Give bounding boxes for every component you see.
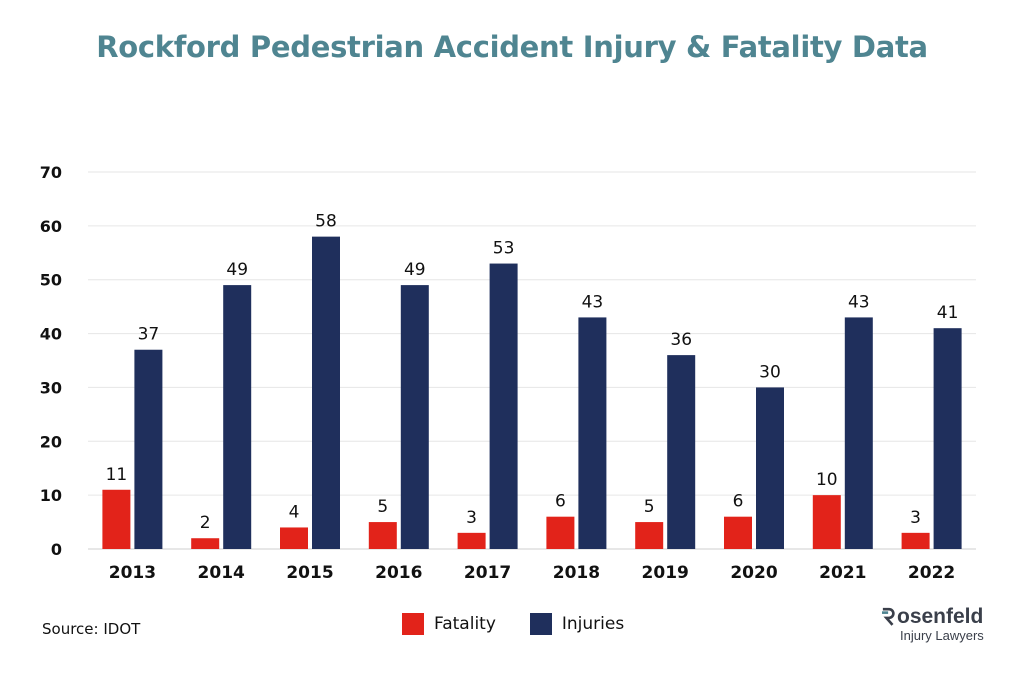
legend-label-fatality: Fatality <box>434 614 496 634</box>
data-label-fatality-2018: 6 <box>555 492 566 512</box>
x-tick-label: 2015 <box>286 563 333 583</box>
data-label-injuries-2016: 49 <box>404 260 426 280</box>
data-label-injuries-2021: 43 <box>848 292 870 312</box>
bar-injuries-2017 <box>489 263 518 549</box>
bar-fatality-2019 <box>635 522 664 549</box>
x-tick-label: 2021 <box>819 563 866 583</box>
bar-fatality-2018 <box>546 516 575 549</box>
data-label-injuries-2018: 43 <box>582 292 604 312</box>
bar-fatality-2022 <box>901 532 930 549</box>
legend-label-injuries: Injuries <box>561 614 625 634</box>
bar-fatality-2017 <box>457 532 486 549</box>
y-tick-label: 20 <box>40 432 62 451</box>
brand-r-mark-icon <box>882 607 895 626</box>
x-axis-ticks: 2013 2014 2015 2016 2017 2018 2019 2020 2021 2022 <box>109 563 956 583</box>
bar-injuries-2022 <box>933 328 962 549</box>
bar-fatality-2013 <box>102 489 131 549</box>
data-label-injuries-2017: 53 <box>493 239 515 259</box>
bar-injuries-2013 <box>134 349 163 549</box>
y-tick-label: 30 <box>40 378 62 397</box>
brand-logo: osenfeld Injury Lawyers <box>882 606 1002 643</box>
y-axis-ticks: 0 10 20 30 40 50 60 70 <box>40 163 62 559</box>
data-label-injuries-2013: 37 <box>138 325 160 345</box>
legend-item-injuries: Injuries <box>529 613 625 635</box>
x-tick-label: 2022 <box>908 563 955 583</box>
bar-injuries-2018 <box>578 317 607 549</box>
legend-item-fatality: Fatality <box>402 613 496 635</box>
legend-swatch-fatality <box>402 613 424 635</box>
data-label-injuries-2020: 30 <box>759 362 781 382</box>
legend: Fatality Injuries <box>402 613 658 635</box>
data-label-injuries-2015: 58 <box>315 212 337 232</box>
gridlines <box>88 171 976 550</box>
x-tick-label: 2013 <box>109 563 156 583</box>
y-tick-label: 40 <box>40 325 62 344</box>
data-label-fatality-2013: 11 <box>106 465 128 485</box>
data-label-fatality-2019: 5 <box>644 497 655 517</box>
bar-injuries-2020 <box>756 387 784 549</box>
x-tick-label: 2014 <box>198 563 245 583</box>
bar-fatality-2020 <box>724 516 752 549</box>
data-label-fatality-2016: 5 <box>377 497 388 517</box>
legend-swatch-injuries <box>529 613 552 635</box>
x-tick-label: 2017 <box>464 563 511 583</box>
y-tick-label: 70 <box>40 163 62 182</box>
data-label-injuries-2022: 41 <box>937 303 959 323</box>
chart-title: Rockford Pedestrian Accident Injury & Fa… <box>96 30 928 64</box>
data-label-fatality-2022: 3 <box>910 508 921 528</box>
y-tick-label: 60 <box>40 217 62 236</box>
y-tick-label: 50 <box>40 271 62 290</box>
source-note: Source: IDOT <box>42 620 141 638</box>
x-tick-label: 2016 <box>375 563 422 583</box>
brand-name: osenfeld <box>882 606 1002 628</box>
bar-fatality-2015 <box>280 527 308 549</box>
x-tick-label: 2019 <box>642 563 689 583</box>
bar-injuries-2016 <box>400 285 429 549</box>
bar-fatality-2021 <box>812 495 841 549</box>
bar-fatality-2016 <box>368 522 397 549</box>
bar-injuries-2014 <box>223 285 252 549</box>
data-label-fatality-2017: 3 <box>466 508 477 528</box>
data-label-injuries-2019: 36 <box>670 330 692 350</box>
bars <box>102 236 962 549</box>
brand-name-text: osenfeld <box>897 605 984 628</box>
data-label-fatality-2020: 6 <box>733 492 744 512</box>
bar-fatality-2014 <box>191 538 220 549</box>
y-tick-label: 0 <box>51 540 62 559</box>
data-label-fatality-2021: 10 <box>816 470 838 490</box>
data-label-fatality-2014: 2 <box>200 513 211 533</box>
x-tick-label: 2018 <box>553 563 600 583</box>
bar-injuries-2021 <box>844 317 873 549</box>
brand-subtitle: Injury Lawyers <box>900 628 984 643</box>
data-label-injuries-2014: 49 <box>226 260 248 280</box>
bar-injuries-2015 <box>312 236 340 549</box>
bar-injuries-2019 <box>667 355 696 549</box>
data-label-fatality-2015: 4 <box>289 502 300 522</box>
x-tick-label: 2020 <box>730 563 777 583</box>
y-tick-label: 10 <box>40 486 62 505</box>
